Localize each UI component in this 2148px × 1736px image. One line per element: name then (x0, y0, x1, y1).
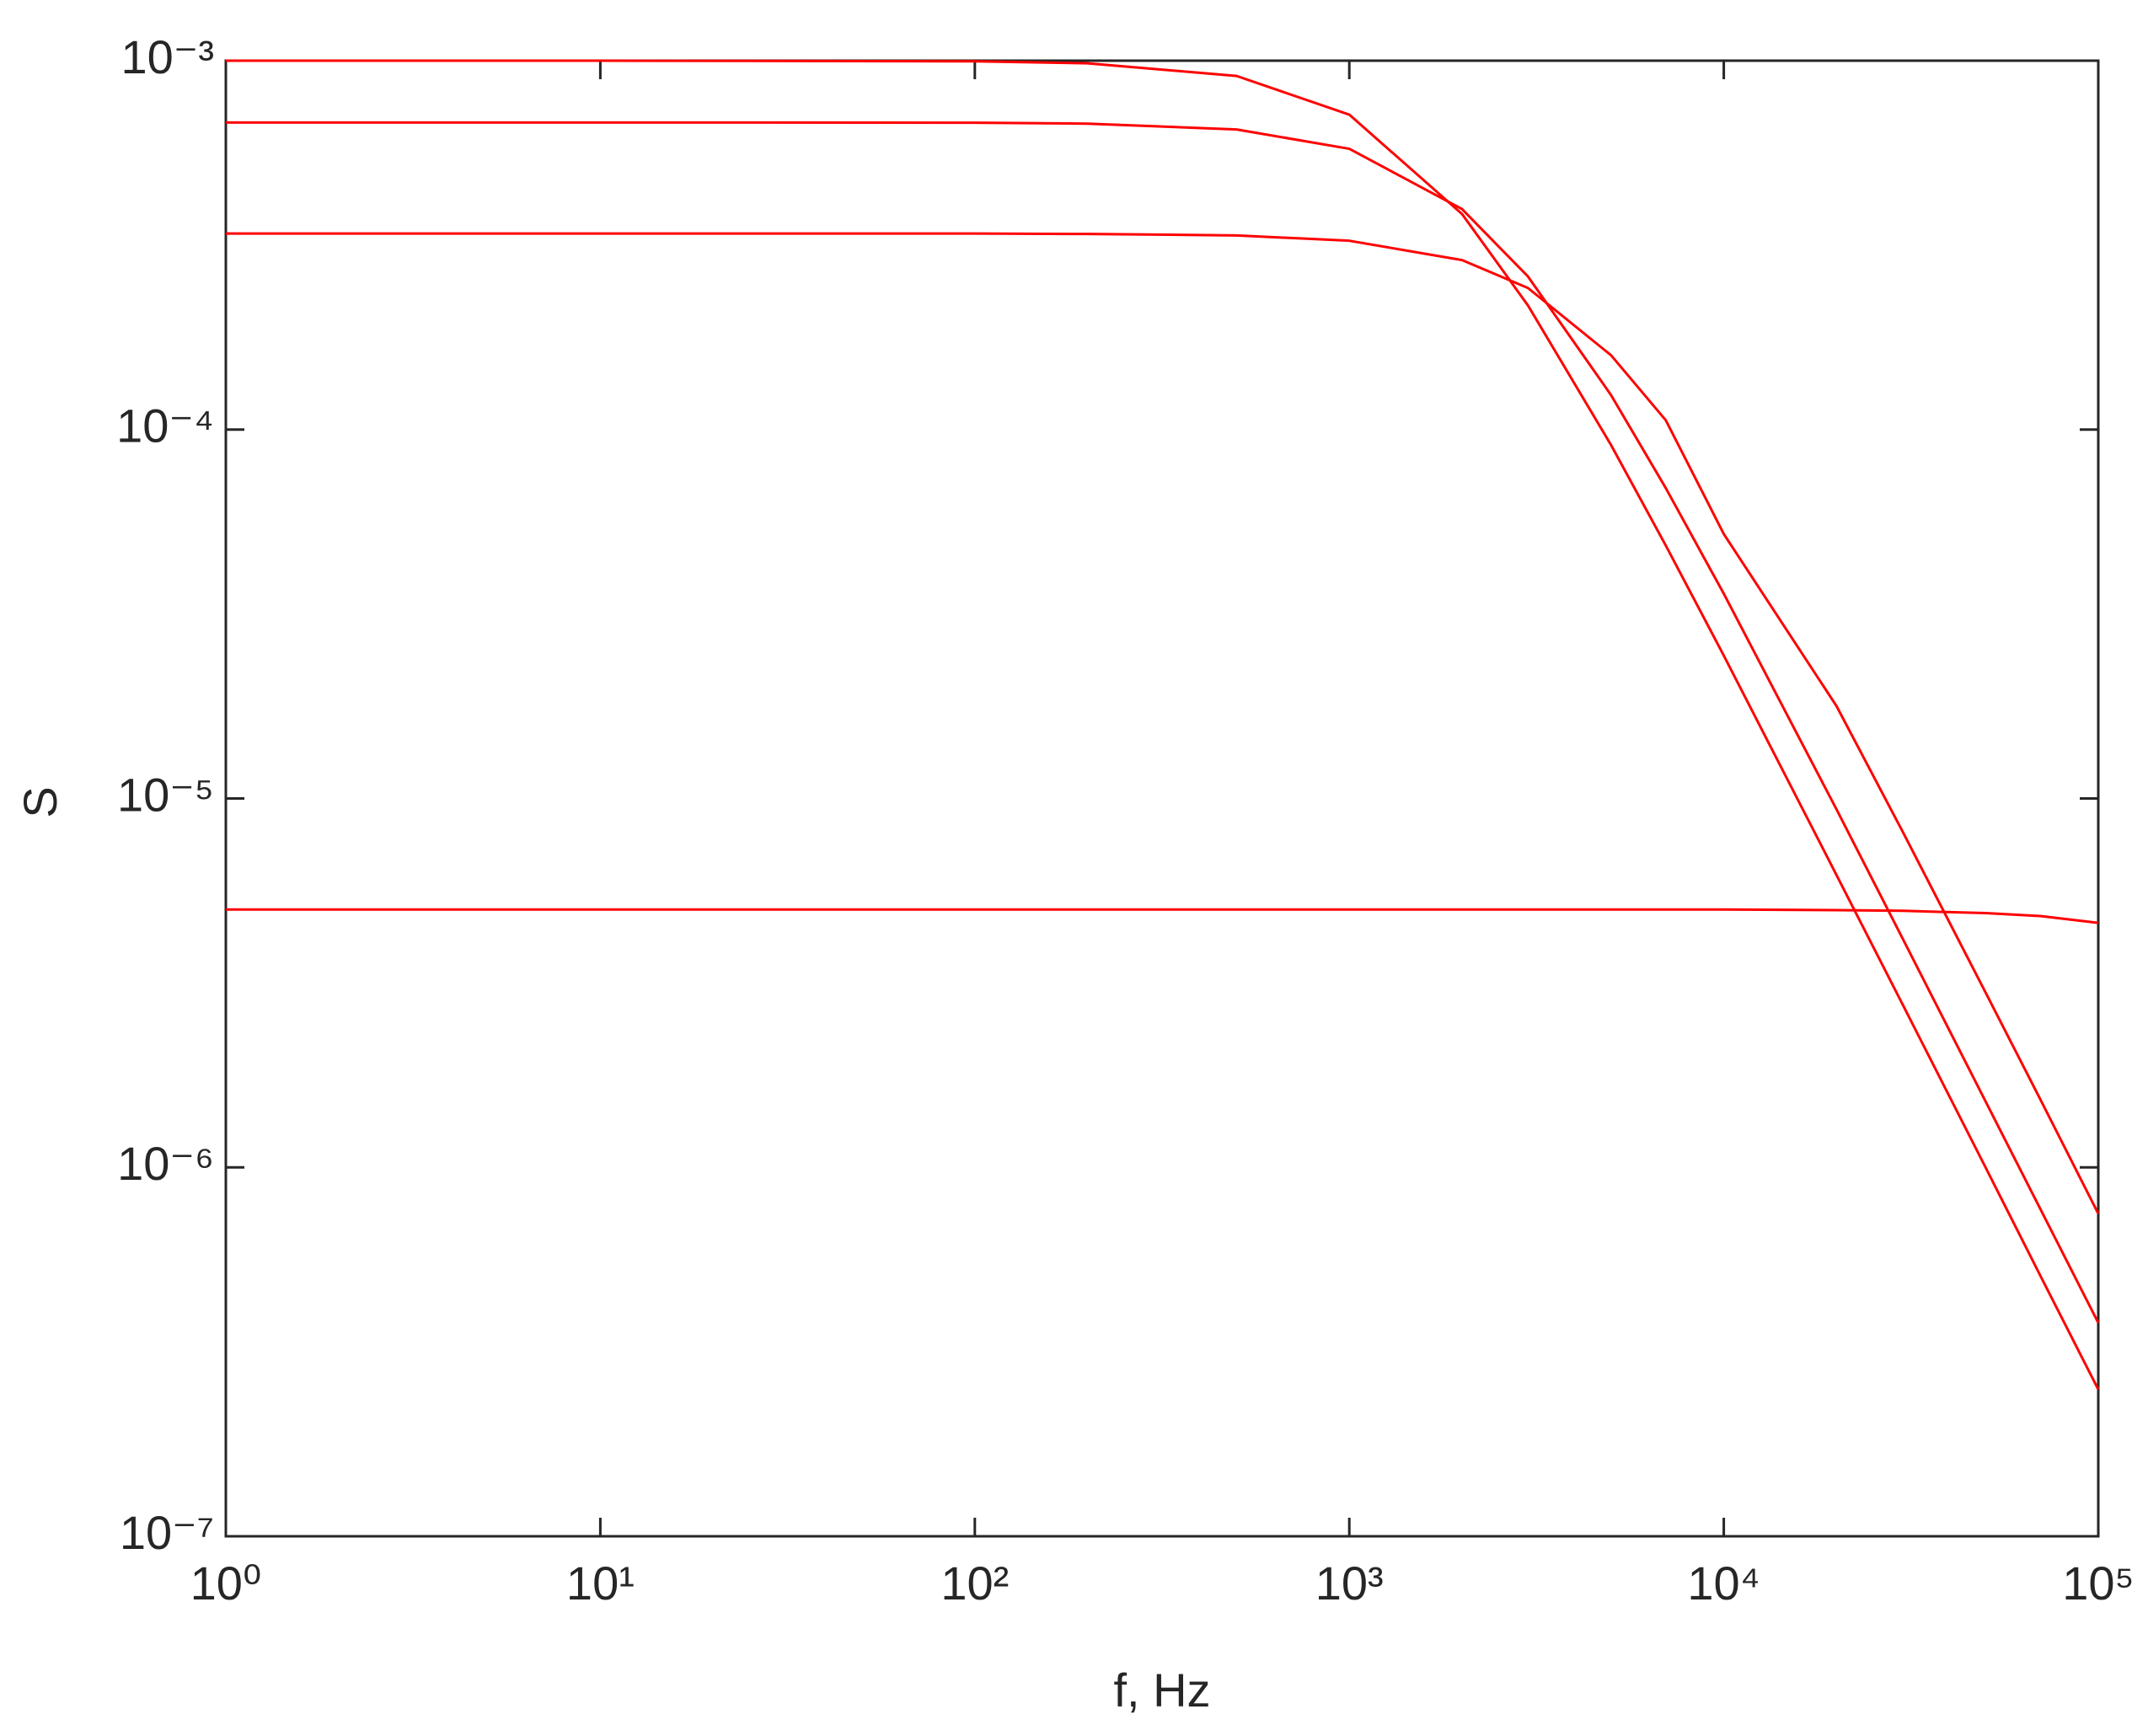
y-tick-label: 10⁻⁶ (117, 1137, 214, 1190)
x-tick-label: 10¹ (566, 1557, 635, 1610)
x-axis-label: f, Hz (1113, 1664, 1210, 1717)
y-axis-label: S (13, 786, 67, 817)
x-tick-label: 10⁰ (190, 1557, 262, 1610)
y-tick-label: 10⁻⁴ (116, 399, 214, 453)
x-tick-label: 10³ (1315, 1557, 1384, 1610)
x-tick-label: 10⁴ (1687, 1557, 1760, 1610)
y-tick-label: 10⁻⁵ (117, 768, 214, 821)
y-tick-label: 10⁻³ (121, 30, 215, 83)
y-tick-label: 10⁻⁷ (120, 1506, 214, 1559)
series-line (226, 121, 2100, 1324)
series-line (226, 59, 2100, 1390)
series-line (226, 908, 2099, 924)
plot-frame (224, 59, 2100, 1538)
x-tick-label: 10⁵ (2062, 1557, 2135, 1610)
x-tick-label: 10² (940, 1557, 1009, 1610)
